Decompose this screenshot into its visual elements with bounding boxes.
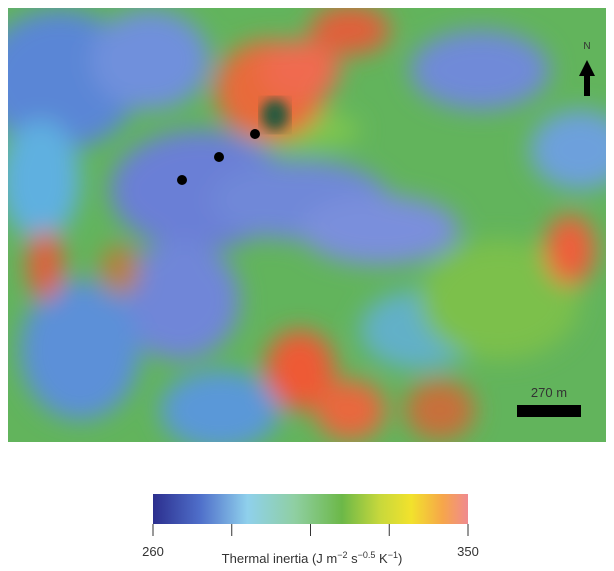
north-arrow [579, 60, 595, 96]
site-dot [214, 152, 224, 162]
colorbar-title-part: −1 [388, 550, 398, 560]
colorbar-title-part: s [348, 551, 359, 566]
colorbar-title-part: −2 [337, 550, 347, 560]
colorbar-title: Thermal inertia (J m−2 s−0.5 K−1) [222, 550, 403, 566]
scale-bar [517, 405, 581, 417]
colorbar [153, 494, 468, 524]
colorbar-title-part: ) [398, 551, 402, 566]
site-dot [177, 175, 187, 185]
thermal-map [8, 8, 606, 442]
colorbar-title-part: −0.5 [358, 550, 376, 560]
colorbar-title-part: K [375, 551, 388, 566]
colorbar-tick-label: 260 [142, 544, 164, 559]
north-label: N [583, 41, 590, 52]
colorbar-title-part: Thermal inertia (J m [222, 551, 338, 566]
colorbar-tick-label: 350 [457, 544, 479, 559]
scale-label: 270 m [531, 385, 567, 400]
site-dot [250, 129, 260, 139]
